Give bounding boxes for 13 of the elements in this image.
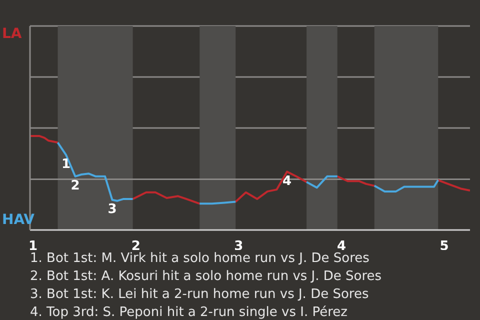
x-tick-label: 5 — [440, 239, 449, 254]
x-tick-label: 3 — [234, 239, 244, 254]
text: 2. Bot 1st: A. Kosuri hit a solo home run vs J. De Sores — [30, 268, 383, 286]
text: 1. Bot 1st: M. Virk hit a solo home run vs J. De Sores — [30, 251, 370, 266]
text: 3. Bot 1st: K. Lei hit a 2-run home run vs J. De Sores — [30, 286, 370, 304]
annotation: 4 — [282, 174, 292, 189]
annotation: 1 — [61, 156, 71, 172]
x-tick-label: 1 — [28, 239, 38, 254]
annotation: 2 — [70, 178, 80, 194]
text: LA — [2, 26, 22, 42]
text: 4. Top 3rd: S. Peponi hit a 2-run single vs I. Pérez — [30, 304, 349, 320]
annotation: 3 — [108, 202, 117, 218]
annotation: HAV — [2, 212, 34, 228]
